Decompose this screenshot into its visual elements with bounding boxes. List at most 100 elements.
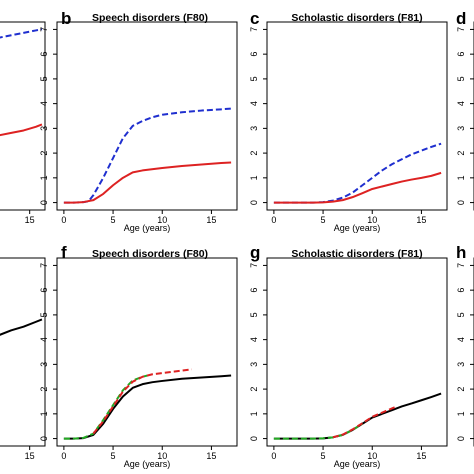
panel-g: 0 1 2 3 4 5 6 7 0 5 10 15 Age (years) g Scholastic dis… [249,243,448,469]
panel-b: 0 1 2 3 4 5 6 7 0 5 10 15 Age (years) b Speech disorde… [39,9,238,233]
x-tick-label: 0 [271,451,276,461]
panel-letter: h [456,243,466,262]
y-tick-label: 3 [456,362,466,367]
panel-e-partial: 15 [0,257,46,461]
y-tick-label: 2 [456,151,466,156]
panel-letter: b [61,9,71,28]
y-tick-label: 3 [249,126,259,131]
y-tick-label: 7 [39,263,49,268]
y-tick-label: 7 [456,27,466,32]
y-tick-label: 1 [39,175,49,180]
series-line-1 [0,28,43,39]
series-line-1 [273,142,442,204]
x-tick-label: 15 [416,451,426,461]
y-tick-label: 6 [249,288,259,293]
y-tick-label: 2 [39,151,49,156]
series-line-1 [273,392,442,440]
y-tick-label: 2 [39,387,49,392]
y-tick-label: 4 [249,101,259,106]
y-tick-label: 1 [249,411,259,416]
y-tick-label: 0 [456,200,466,205]
x-tick-label: 5 [111,451,116,461]
panel-title: Scholastic disorders (F81) [291,248,422,260]
y-tick-label: 4 [39,337,49,342]
series-line-1 [63,107,232,204]
y-tick-label: 3 [456,126,466,131]
y-tick-label: 7 [456,263,466,268]
x-tick-label: 5 [111,215,116,225]
x-axis-title: Age (years) [124,459,171,469]
y-tick-label: 6 [456,288,466,293]
x-tick-label: 10 [367,451,377,461]
panel-a-partial: 15 [0,21,46,225]
x-tick-label: 5 [321,451,326,461]
x-tick-label: 5 [321,215,326,225]
x-tick-label: 15 [416,215,426,225]
y-tick-label: 0 [39,200,49,205]
y-tick-label: 1 [39,411,49,416]
y-tick-label: 5 [39,76,49,81]
plot-frame [56,257,238,447]
panel-title: Speech disorders (F80) [92,12,208,24]
x-tick-label: 15 [25,451,35,461]
x-tick-label: 10 [367,215,377,225]
series-line-2 [63,161,232,204]
y-tick-label: 6 [39,288,49,293]
x-axis-title: Age (years) [334,223,381,233]
y-tick-label: 0 [249,200,259,205]
y-tick-label: 3 [249,362,259,367]
y-tick-label: 4 [456,337,466,342]
plot-frame [266,257,448,447]
x-tick-label: 15 [206,215,216,225]
y-tick-label: 3 [39,362,49,367]
series-line-1 [0,318,43,336]
y-tick-label: 2 [249,151,259,156]
y-tick-label: 2 [249,387,259,392]
x-axis-title: Age (years) [334,459,381,469]
y-tick-label: 6 [456,52,466,57]
y-tick-label: 0 [456,436,466,441]
panel-title: Scholastic disorders (F81) [291,12,422,24]
series-line-3 [332,405,398,439]
x-tick-label: 15 [25,215,35,225]
y-tick-label: 0 [249,436,259,441]
x-tick-label: 0 [271,215,276,225]
y-tick-label: 6 [249,52,259,57]
x-tick-label: 0 [61,451,66,461]
x-tick-label: 0 [61,215,66,225]
panel-letter: f [61,243,67,262]
plot-frame [266,21,448,211]
y-tick-label: 4 [39,101,49,106]
plot-frame [0,257,46,447]
y-tick-label: 6 [39,52,49,57]
x-tick-label: 10 [157,451,167,461]
series-line-2 [0,123,43,137]
panel-letter: g [250,243,260,262]
y-tick-label: 3 [39,126,49,131]
panel-f: 0 1 2 3 4 5 6 7 0 5 10 15 Age (years) f Speech disorde… [39,243,238,469]
y-tick-label: 5 [249,312,259,317]
y-tick-label: 7 [39,27,49,32]
series-line-2 [63,374,148,440]
plot-frame [0,21,46,211]
panel-d: 0 1 2 3 4 5 6 7d [456,9,474,211]
y-tick-label: 5 [249,76,259,81]
y-tick-label: 5 [456,76,466,81]
plot-frame [56,21,238,211]
series-line-2 [273,422,363,440]
y-tick-label: 4 [456,101,466,106]
y-tick-label: 5 [39,312,49,317]
y-tick-label: 2 [456,387,466,392]
panel-c: 0 1 2 3 4 5 6 7 0 5 10 15 Age (years) c Scholastic dis… [249,9,448,233]
y-tick-label: 7 [249,263,259,268]
panel-h: 0 1 2 3 4 5 6 7h [456,243,474,447]
y-tick-label: 5 [456,312,466,317]
y-tick-label: 1 [249,175,259,180]
x-tick-label: 15 [206,451,216,461]
panel-title: Speech disorders (F80) [92,248,208,260]
panel-letter: c [250,9,259,28]
y-tick-label: 1 [456,411,466,416]
x-tick-label: 10 [157,215,167,225]
y-tick-label: 1 [456,175,466,180]
